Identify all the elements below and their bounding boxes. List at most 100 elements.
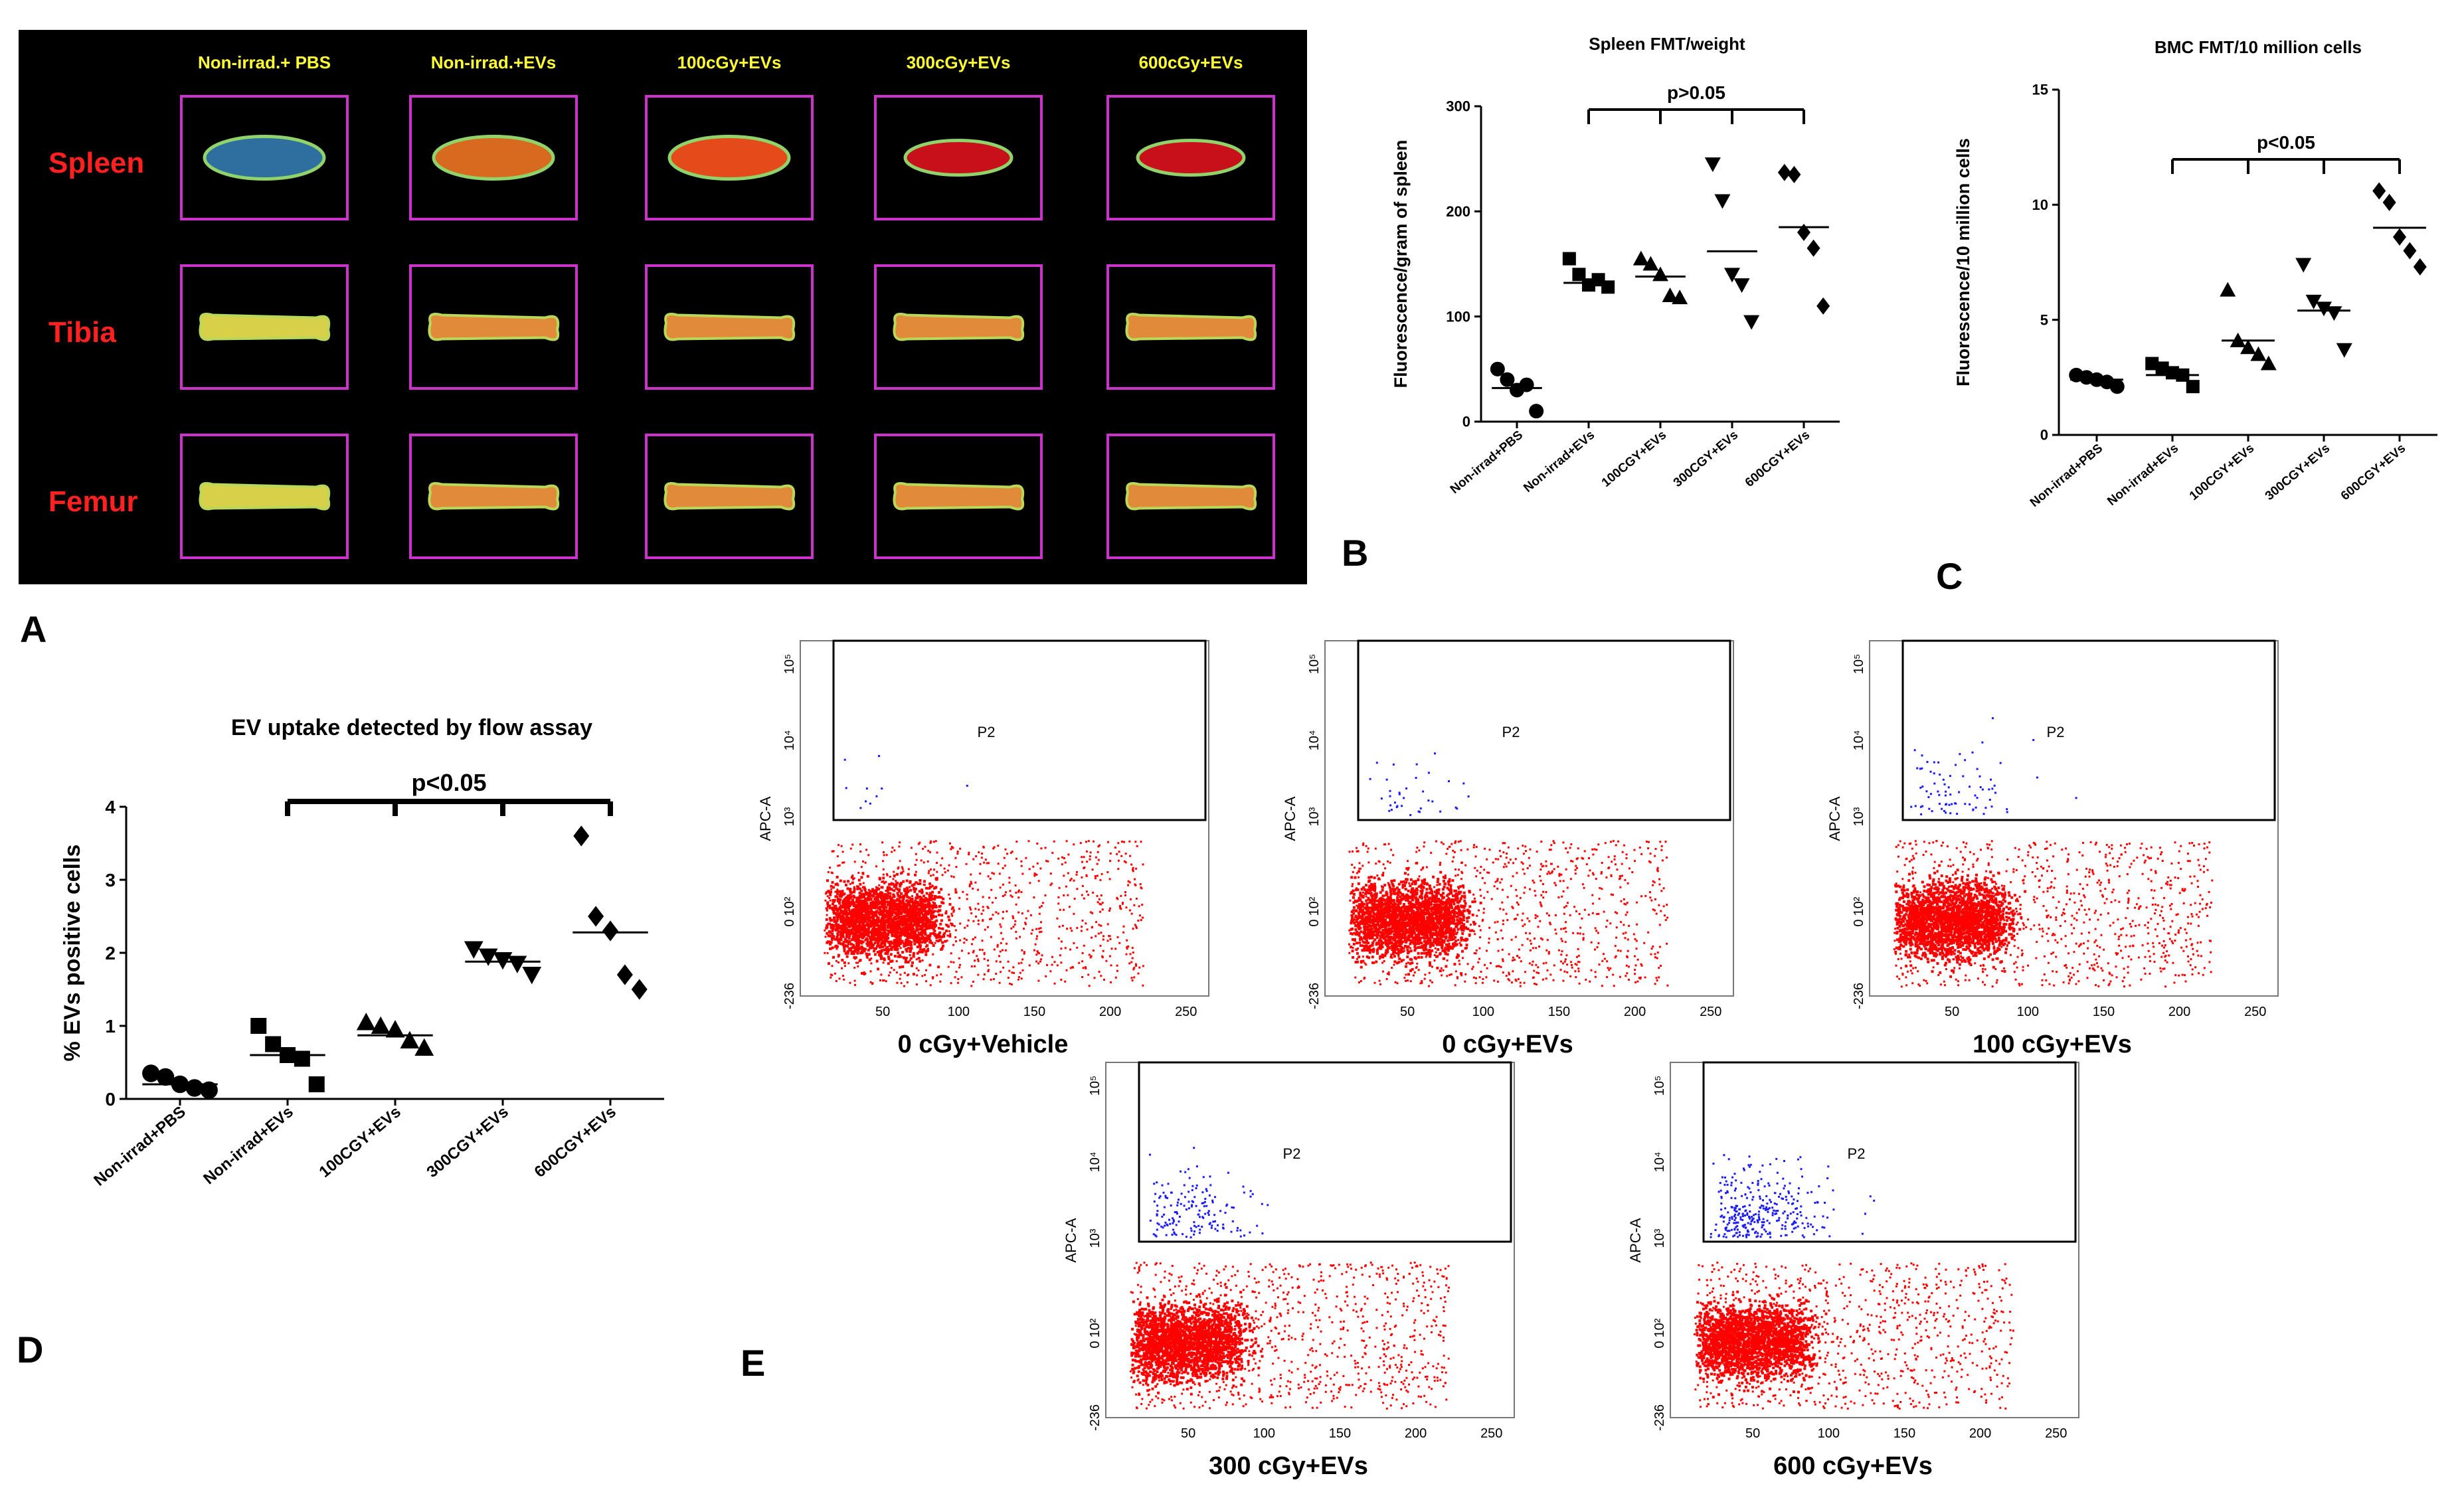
bmc-fmt-chart: BMC FMT/10 million cells Fluorescence/10 … xyxy=(1953,37,2437,510)
y-tick-label: 10⁵ xyxy=(1852,654,1866,675)
tissue-frame xyxy=(874,264,1043,390)
data-point-non-irrad-evs xyxy=(308,1076,325,1092)
x-tick-label: 150 xyxy=(1329,1426,1351,1441)
data-point-non-irrad-evs xyxy=(2155,361,2169,375)
population-cloud xyxy=(1129,1262,1450,1410)
gate-p2 xyxy=(832,639,1207,821)
chart-title-b: Spleen FMT/weight xyxy=(1589,34,1745,54)
gate-label: P2 xyxy=(1283,1145,1301,1162)
y-tick-label: 0 xyxy=(782,919,797,926)
y-tick-label: 10⁵ xyxy=(1652,1076,1667,1096)
y-tick-label: 10⁴ xyxy=(1652,1152,1667,1173)
ev-uptake-chart: EV uptake detected by flow assay % EVs po… xyxy=(60,715,664,1190)
x-tick-label: 50 xyxy=(1745,1426,1760,1441)
x-tick-label: 100 xyxy=(1253,1426,1275,1441)
population-events xyxy=(1129,1262,1450,1410)
spleen-sample xyxy=(203,135,326,181)
y-tick-label: 0 xyxy=(1307,919,1322,926)
panel-letter-a: A xyxy=(20,608,47,650)
y-tick-label: 2 xyxy=(105,943,116,963)
data-point-600cgy-evs xyxy=(588,906,604,927)
data-point-600cgy-evs xyxy=(2393,228,2406,246)
tibia-sample xyxy=(428,313,560,341)
population-events xyxy=(1694,1262,2014,1410)
x-tick-label: 50 xyxy=(1181,1426,1195,1441)
data-point-300cgy-evs xyxy=(478,948,498,966)
y-tick-label: -236 xyxy=(1307,983,1322,1009)
gate-label: P2 xyxy=(1502,724,1520,740)
y-tick-label: 15 xyxy=(2032,82,2048,98)
x-tick-label: 250 xyxy=(2045,1426,2067,1441)
femur-sample xyxy=(893,482,1025,511)
y-tick-label: 300 xyxy=(1446,98,1470,115)
femur-sample xyxy=(1125,482,1257,511)
tissue-frame xyxy=(1106,434,1275,559)
y-tick-label: 10⁵ xyxy=(1307,654,1322,675)
flow-plot-300cgy-evs: P2 -236 0 10² 10³ 10⁴ 10⁵ APC-A 50 100 150 200 250 30… xyxy=(1063,1061,1515,1480)
y-tick-label: -236 xyxy=(1652,1404,1667,1431)
data-point-600cgy-evs xyxy=(602,920,618,942)
data-point-600cgy-evs xyxy=(631,979,648,1000)
flow-plot-label-0-cgy-evs: 0 cGy+EVs xyxy=(1442,1031,1573,1058)
y-tick-label: 10² xyxy=(1852,896,1866,916)
data-point-non-irrad-pbs xyxy=(156,1068,175,1086)
x-tick-label: 200 xyxy=(1099,1005,1121,1019)
y-tick-label: 1 xyxy=(105,1016,116,1036)
data-point-300cgy-evs xyxy=(2336,343,2352,358)
tissue-frame xyxy=(180,95,349,220)
tibia-sample xyxy=(663,313,796,341)
x-tick-label: 100CGY+EVs xyxy=(2187,442,2257,503)
x-tick-label: 100 xyxy=(948,1005,970,1019)
data-point-300cgy-evs xyxy=(1733,278,1750,293)
data-point-600cgy-evs xyxy=(1816,297,1830,315)
x-tick-label: 600CGY+EVs xyxy=(1743,428,1812,490)
tissue-frame xyxy=(874,95,1043,220)
tissue-row-label: Spleen xyxy=(48,147,144,179)
data-point-non-irrad-pbs xyxy=(1529,404,1544,419)
gated-events xyxy=(1149,1147,1269,1238)
data-point-300cgy-evs xyxy=(1724,268,1740,283)
data-point-300cgy-evs xyxy=(2295,258,2312,273)
tissue-column-label: Non-irrad.+EVs xyxy=(431,52,557,72)
data-point-non-irrad-pbs xyxy=(1490,361,1505,376)
tissue-frame xyxy=(1106,95,1275,220)
data-point-600cgy-evs xyxy=(1787,165,1801,183)
data-point-600cgy-evs xyxy=(2413,258,2427,276)
flow-plot-0cgy-evs: P2 -236 0 10² 10³ 10⁴ 10⁵ APC-A 50 100 150 200 250 0 … xyxy=(1282,639,1734,1058)
spleen-sample xyxy=(432,135,555,181)
data-point-100cgy-evs xyxy=(2220,282,2236,297)
tissue-frame xyxy=(409,264,578,390)
panel-letter-b: B xyxy=(1342,532,1369,574)
y-axis-label-b: Fluorescence/gram of spleen xyxy=(1391,140,1411,388)
x-tick-label: 50 xyxy=(1945,1005,1959,1019)
spleen-sample xyxy=(903,139,1013,177)
flow-plot-label-100-cgy-evs: 100 cGy+EVs xyxy=(1973,1031,2132,1058)
y-tick-label: 10⁴ xyxy=(782,730,797,751)
x-tick-label: 250 xyxy=(2244,1005,2266,1019)
panel-letter-c: C xyxy=(1936,555,1963,597)
x-tick-label: 250 xyxy=(1480,1426,1502,1441)
y-axis-label: APC-A xyxy=(1282,796,1298,841)
gate-p2 xyxy=(1357,639,1731,821)
x-tick-label: Non-irrad+EVs xyxy=(2105,442,2181,509)
y-tick-label: 0 xyxy=(1088,1341,1102,1348)
y-tick-label: 10⁵ xyxy=(1088,1076,1102,1096)
x-tick-label: 600CGY+EVs xyxy=(2338,442,2408,503)
x-tick-label: 300CGY+EVs xyxy=(1671,428,1741,490)
data-point-non-irrad-evs xyxy=(2145,357,2159,371)
tibia-sample xyxy=(199,313,331,341)
gate-p2 xyxy=(1901,639,2276,821)
data-point-600cgy-evs xyxy=(1777,163,1791,181)
data-point-300cgy-evs xyxy=(1743,315,1760,330)
data-point-600cgy-evs xyxy=(1806,239,1820,257)
tissue-column-label: 600cGy+EVs xyxy=(1139,52,1243,72)
data-point-300cgy-evs xyxy=(464,941,484,959)
x-tick-label: 100CGY+EVs xyxy=(315,1103,404,1181)
x-tick-label: 200 xyxy=(1624,1005,1646,1019)
tibia-sample xyxy=(1125,313,1257,341)
chart-title-d: EV uptake detected by flow assay xyxy=(231,715,592,740)
population-events xyxy=(1893,840,2214,988)
tissue-frame xyxy=(645,95,814,220)
tissue-frame xyxy=(645,264,814,390)
x-tick-label: 100CGY+EVs xyxy=(1599,428,1669,490)
